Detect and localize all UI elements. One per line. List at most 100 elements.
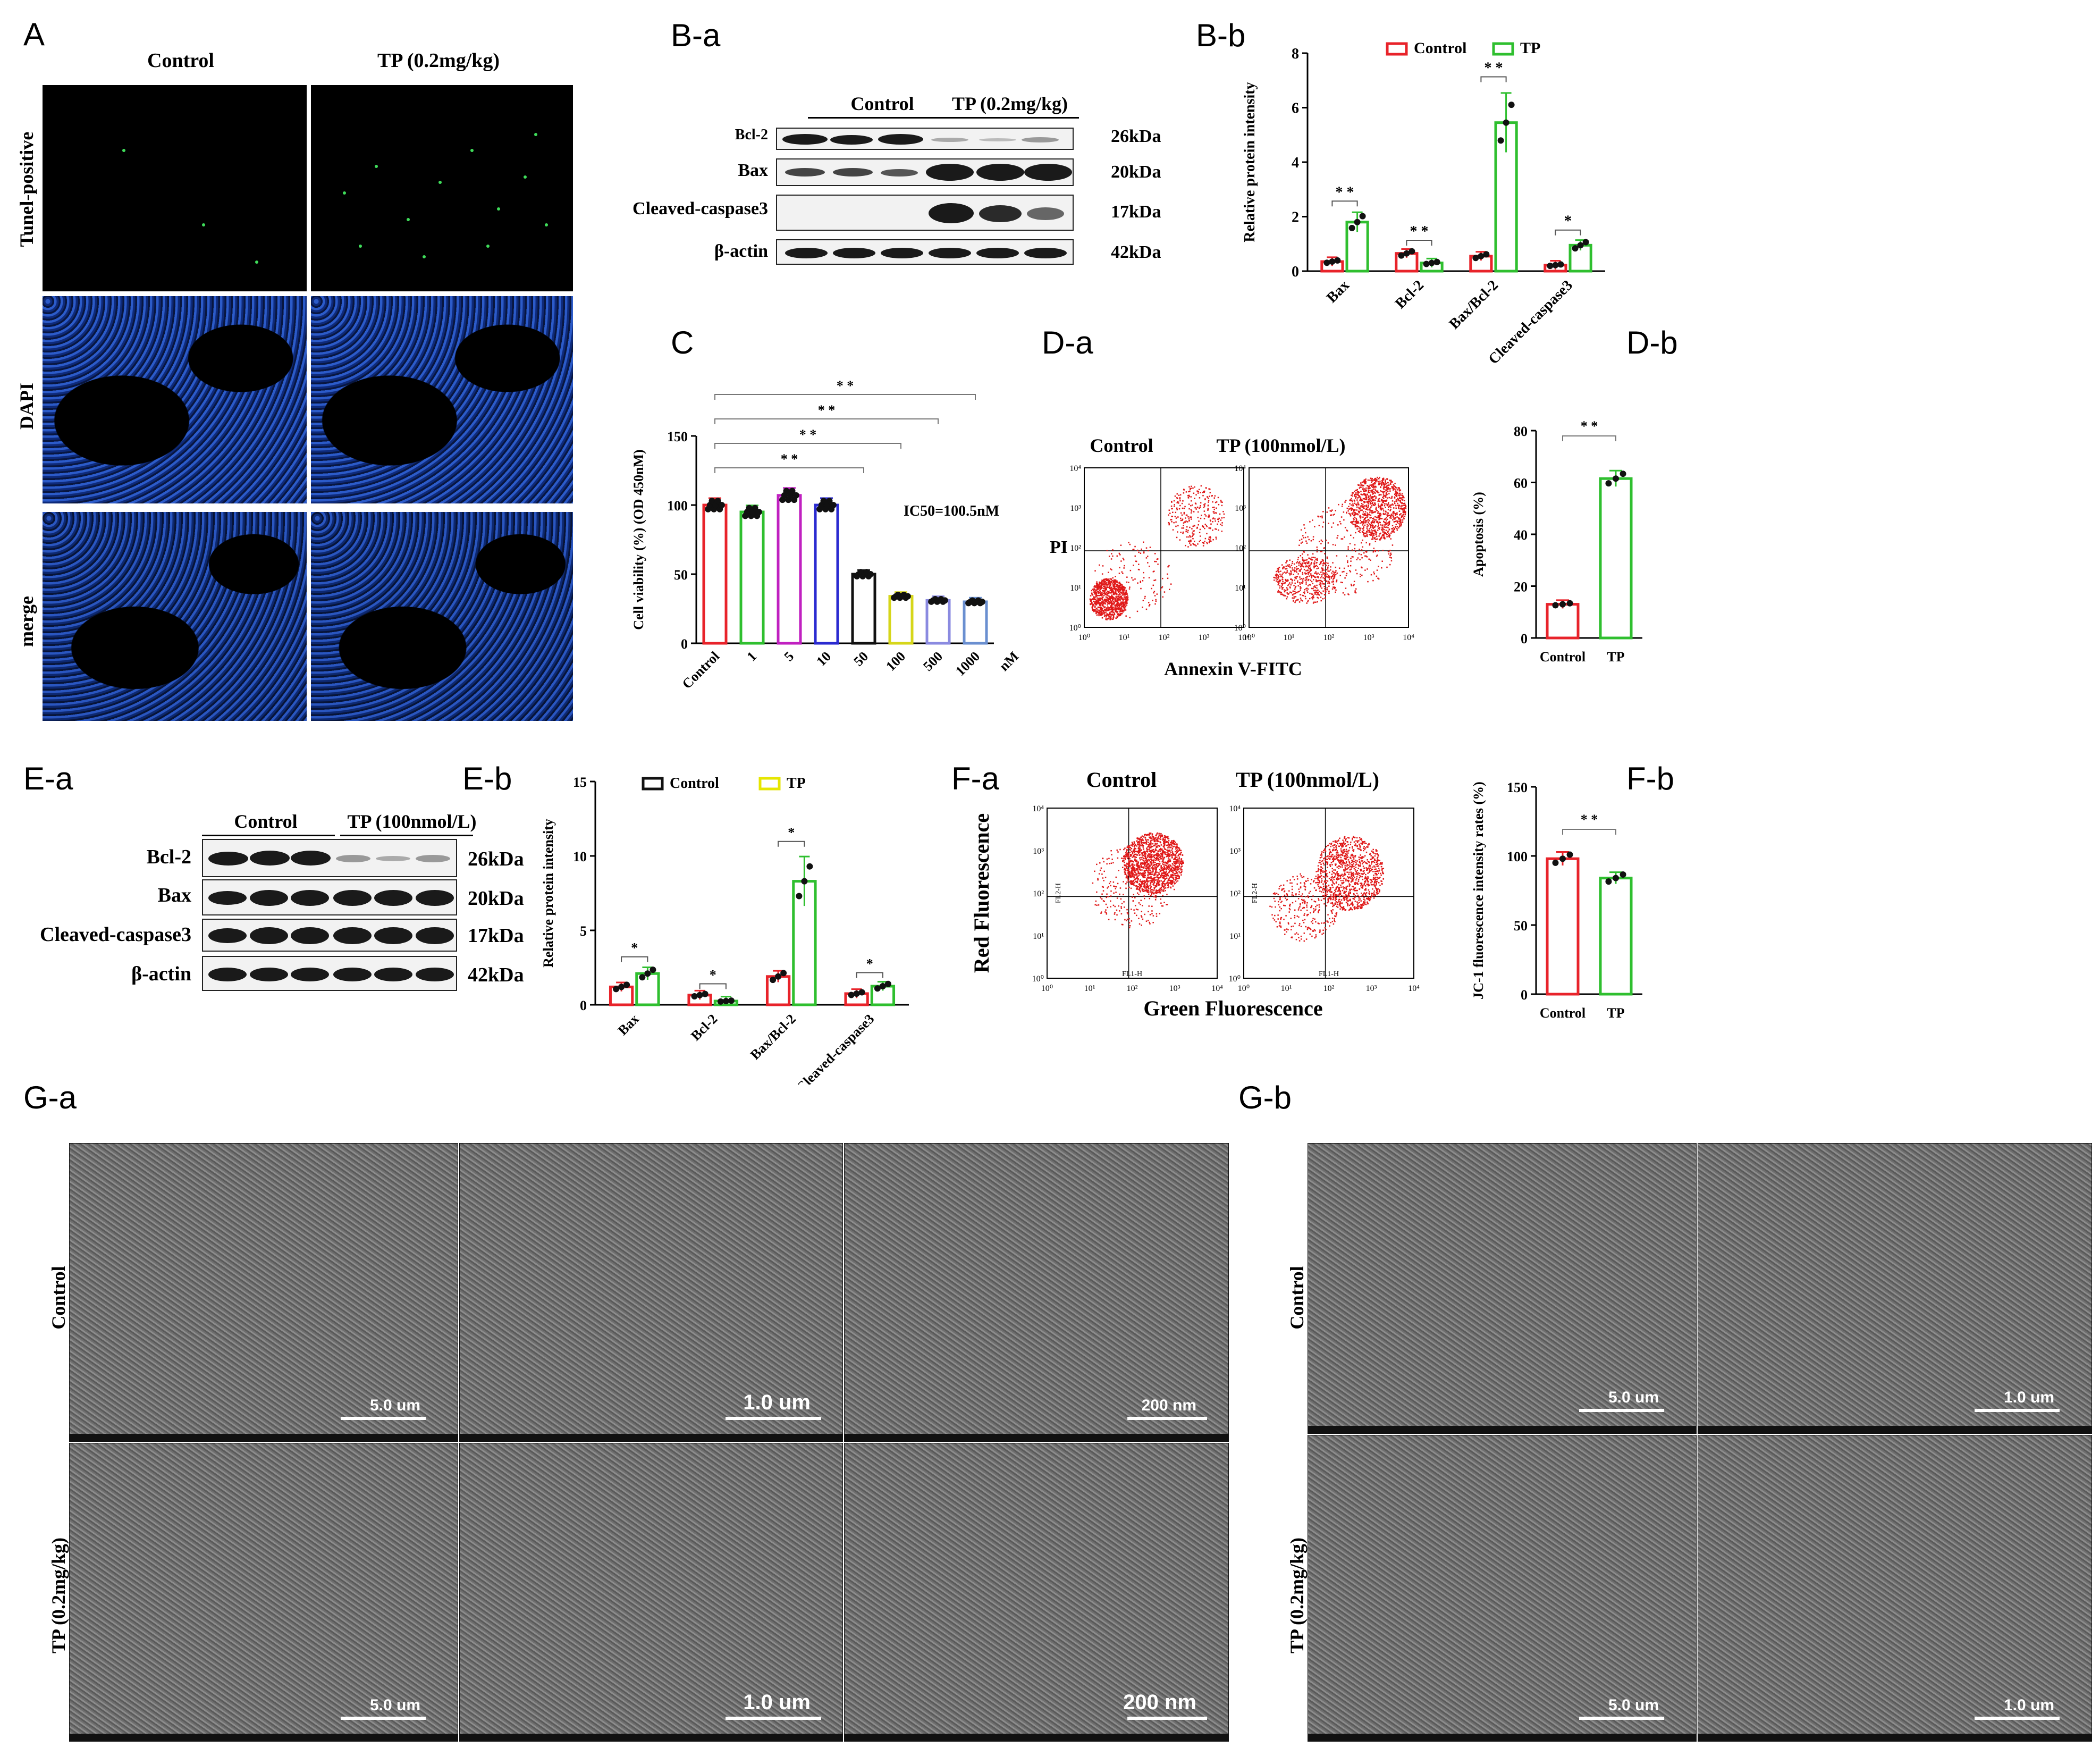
data-point	[1433, 258, 1440, 265]
flow-event	[1093, 597, 1095, 599]
flow-event	[1202, 542, 1203, 543]
flow-event	[1120, 544, 1122, 546]
flow-event	[1168, 842, 1169, 844]
flow-event	[1171, 866, 1173, 868]
flow-event	[1384, 500, 1386, 502]
flow-plot-frame	[1249, 467, 1409, 628]
flow-event	[1288, 573, 1290, 574]
flow-event	[1096, 599, 1098, 601]
flow-event	[1175, 870, 1177, 872]
flow-event	[1136, 863, 1138, 864]
flow-event	[1162, 837, 1164, 839]
flow-event	[1138, 841, 1140, 843]
flow-event	[1359, 511, 1361, 512]
flow-event	[1168, 871, 1170, 873]
flow-event	[1175, 525, 1177, 527]
flow-event	[1193, 530, 1195, 532]
flow-event	[1360, 482, 1362, 484]
flow-event	[1342, 538, 1344, 540]
flow-event	[1365, 521, 1367, 523]
flow-event	[1215, 528, 1216, 530]
flow-event	[1152, 892, 1153, 893]
flow-event	[1111, 611, 1113, 613]
flow-event	[1378, 578, 1380, 580]
flow-event	[1310, 579, 1312, 581]
wb-b-label-actin: β-actin	[714, 241, 768, 261]
flow-event	[1361, 503, 1363, 505]
flow-event	[1180, 862, 1182, 864]
flow-event	[1122, 573, 1124, 574]
flow-event	[1116, 610, 1117, 612]
flow-event	[1378, 498, 1379, 500]
flow-event	[1307, 591, 1309, 593]
flow-event	[1133, 841, 1135, 843]
flow-event	[1391, 525, 1394, 527]
flow-event	[1104, 601, 1107, 603]
flow-event	[1390, 480, 1392, 481]
flow-event	[1385, 507, 1386, 508]
flow-event	[1172, 853, 1174, 855]
flow-event	[1117, 590, 1119, 591]
flow-event	[1335, 566, 1337, 568]
flow-event	[1394, 491, 1396, 492]
flow-event	[1374, 495, 1376, 497]
flow-event	[1122, 923, 1124, 926]
flow-event	[1154, 843, 1156, 844]
flow-event	[1365, 532, 1367, 534]
flow-event	[1385, 526, 1386, 528]
flow-event	[1144, 860, 1146, 861]
flow-event	[1167, 853, 1169, 854]
flow-event	[1399, 501, 1402, 503]
flow-event	[1373, 571, 1374, 573]
flow-event	[1355, 520, 1357, 522]
flow-event	[1375, 496, 1377, 498]
flow-event	[1398, 505, 1400, 506]
flow-event	[1400, 497, 1402, 499]
flow-event	[1361, 542, 1362, 544]
bar	[888, 595, 914, 645]
flow-event	[1312, 557, 1314, 558]
flow-event	[1208, 500, 1210, 501]
flow-event	[1182, 500, 1184, 502]
flow-event	[1138, 857, 1141, 859]
flow-event	[1156, 839, 1158, 841]
data-point	[691, 993, 698, 999]
flow-event	[1373, 537, 1376, 540]
flow-event	[1194, 498, 1195, 499]
flow-event	[1371, 503, 1373, 505]
flow-event	[1098, 602, 1100, 604]
flow-event	[1356, 505, 1357, 507]
flow-event	[1281, 593, 1283, 595]
flow-event	[1186, 526, 1188, 528]
flow-event	[1401, 502, 1403, 505]
flow-event	[1398, 517, 1399, 519]
flow-event	[1172, 885, 1174, 887]
flow-event	[1282, 572, 1284, 574]
flow-d-ylabel: PI	[1050, 537, 1068, 557]
flow-event	[1401, 508, 1403, 510]
flow-event	[1102, 600, 1104, 602]
flow-event	[1118, 602, 1119, 604]
flow-event	[1291, 580, 1293, 582]
flow-event	[1317, 572, 1319, 574]
flow-event	[1110, 614, 1112, 616]
flow-event	[1385, 511, 1387, 513]
flow-event	[1343, 511, 1345, 513]
flow-event	[1132, 856, 1133, 858]
flow-event	[1151, 834, 1153, 836]
flow-event	[1353, 537, 1354, 539]
western-blot-e: Control TP (100nmol/L) Bcl-2 Bax Cleaved…	[21, 803, 524, 1015]
flow-event	[1334, 575, 1336, 577]
flow-event	[1173, 858, 1175, 860]
wb-b-group-tp: TP (0.2mg/kg)	[951, 93, 1068, 114]
flow-event	[1314, 526, 1315, 527]
flow-event	[1163, 877, 1165, 879]
flow-event	[1138, 866, 1140, 868]
flow-event	[1386, 483, 1388, 484]
flow-event	[1136, 864, 1138, 866]
flow-event	[1380, 486, 1381, 488]
flow-event	[1167, 566, 1169, 568]
flow-event	[1149, 873, 1150, 875]
data-point	[853, 990, 860, 997]
